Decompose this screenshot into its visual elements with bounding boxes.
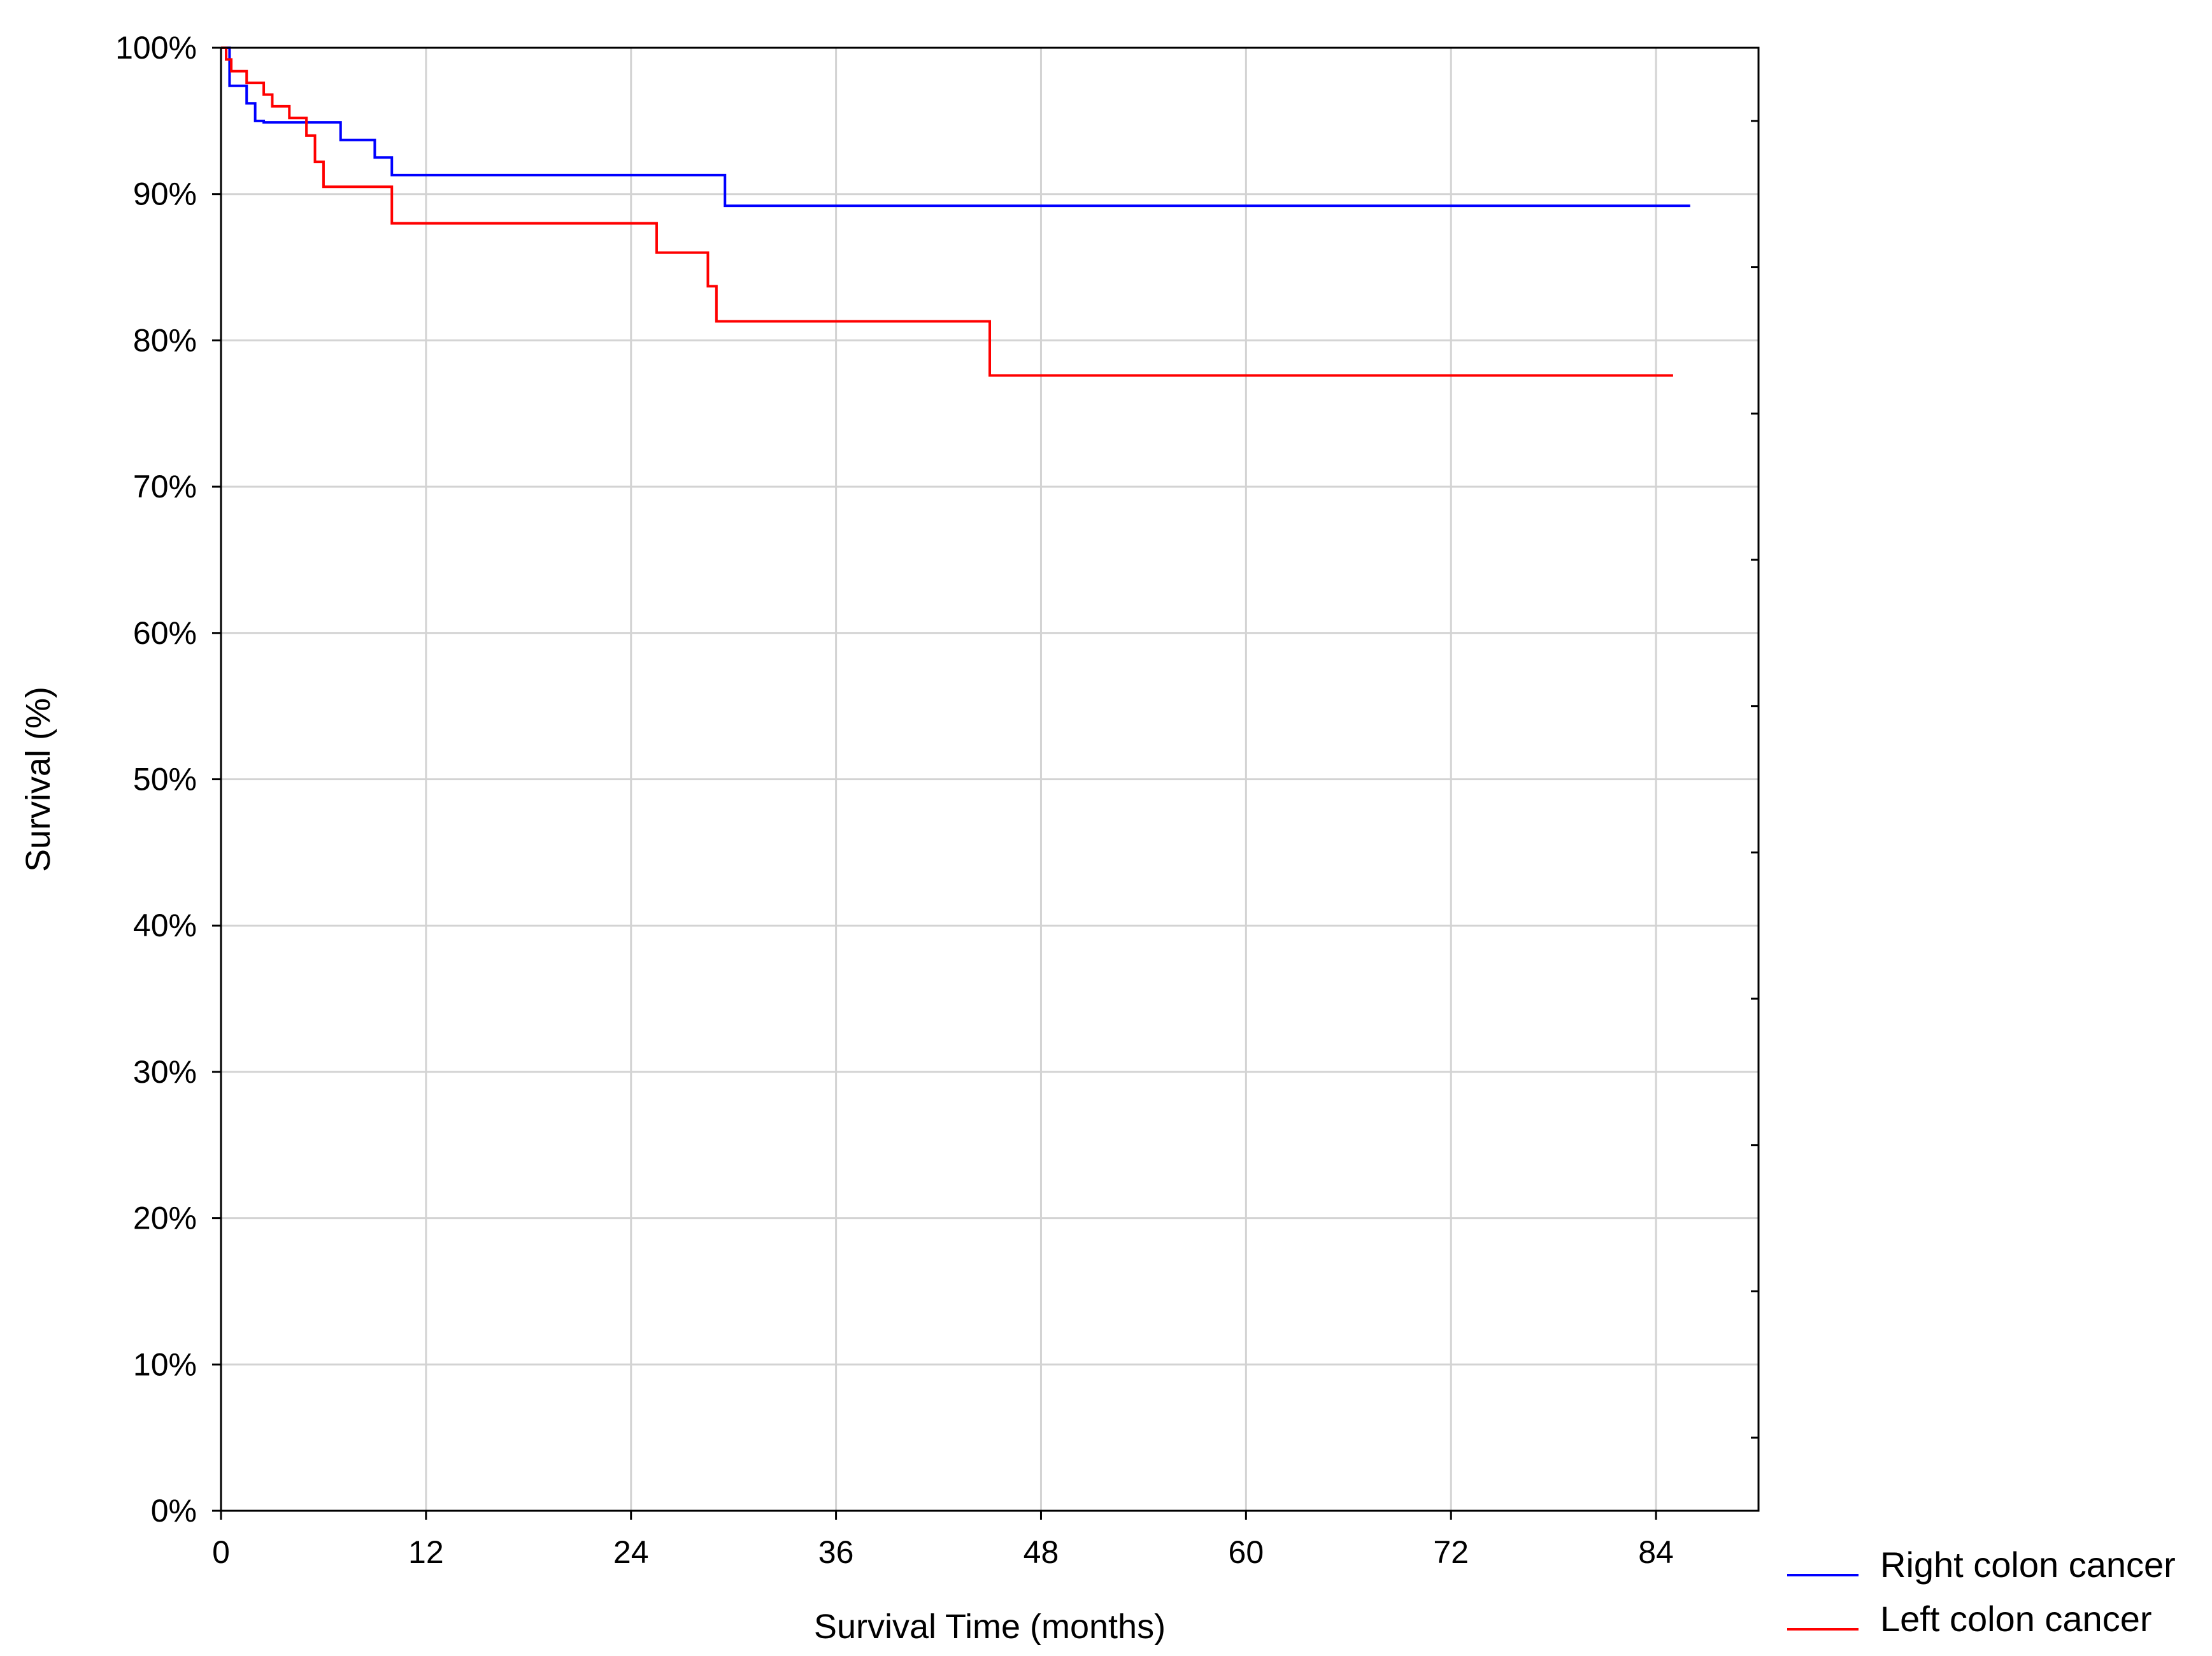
- y-tick-label: 30%: [133, 1054, 197, 1090]
- x-tick-label: 84: [1638, 1534, 1674, 1570]
- y-tick-labels: 0% 10% 20% 30% 40% 50% 60% 70% 80% 90% 100%: [115, 30, 197, 1529]
- y-tick-label: 80%: [133, 322, 197, 358]
- x-tick-label: 12: [408, 1534, 444, 1570]
- legend-label: Left colon cancer: [1880, 1599, 2151, 1639]
- series-lines: [221, 46, 1690, 377]
- y-tick-label: 90%: [133, 176, 197, 212]
- axis-ticks: [212, 46, 1759, 1520]
- legend: Right colon cancer Left colon cancer: [1787, 1545, 2176, 1639]
- y-tick-label: 50%: [133, 762, 197, 797]
- y-tick-label: 100%: [115, 30, 197, 66]
- survival-curve: [221, 46, 1673, 377]
- legend-label: Right colon cancer: [1880, 1545, 2176, 1585]
- x-tick-label: 60: [1229, 1534, 1264, 1570]
- x-tick-label: 72: [1433, 1534, 1469, 1570]
- x-tick-label: 0: [212, 1534, 230, 1570]
- x-tick-label: 48: [1024, 1534, 1059, 1570]
- x-tick-label: 36: [818, 1534, 854, 1570]
- y-axis-title: Survival (%): [19, 687, 57, 872]
- y-tick-label: 60%: [133, 615, 197, 651]
- y-tick-label: 20%: [133, 1201, 197, 1236]
- grid-lines: [221, 48, 1759, 1511]
- x-tick-label: 24: [613, 1534, 649, 1570]
- y-tick-label: 70%: [133, 469, 197, 504]
- survival-curve: [221, 46, 1690, 208]
- y-tick-label: 10%: [133, 1346, 197, 1382]
- y-tick-label: 40%: [133, 908, 197, 943]
- x-tick-labels: 0 12 24 36 48 60 72 84: [212, 1534, 1674, 1570]
- y-tick-label: 0%: [151, 1493, 197, 1529]
- x-axis-title: Survival Time (months): [814, 1608, 1166, 1646]
